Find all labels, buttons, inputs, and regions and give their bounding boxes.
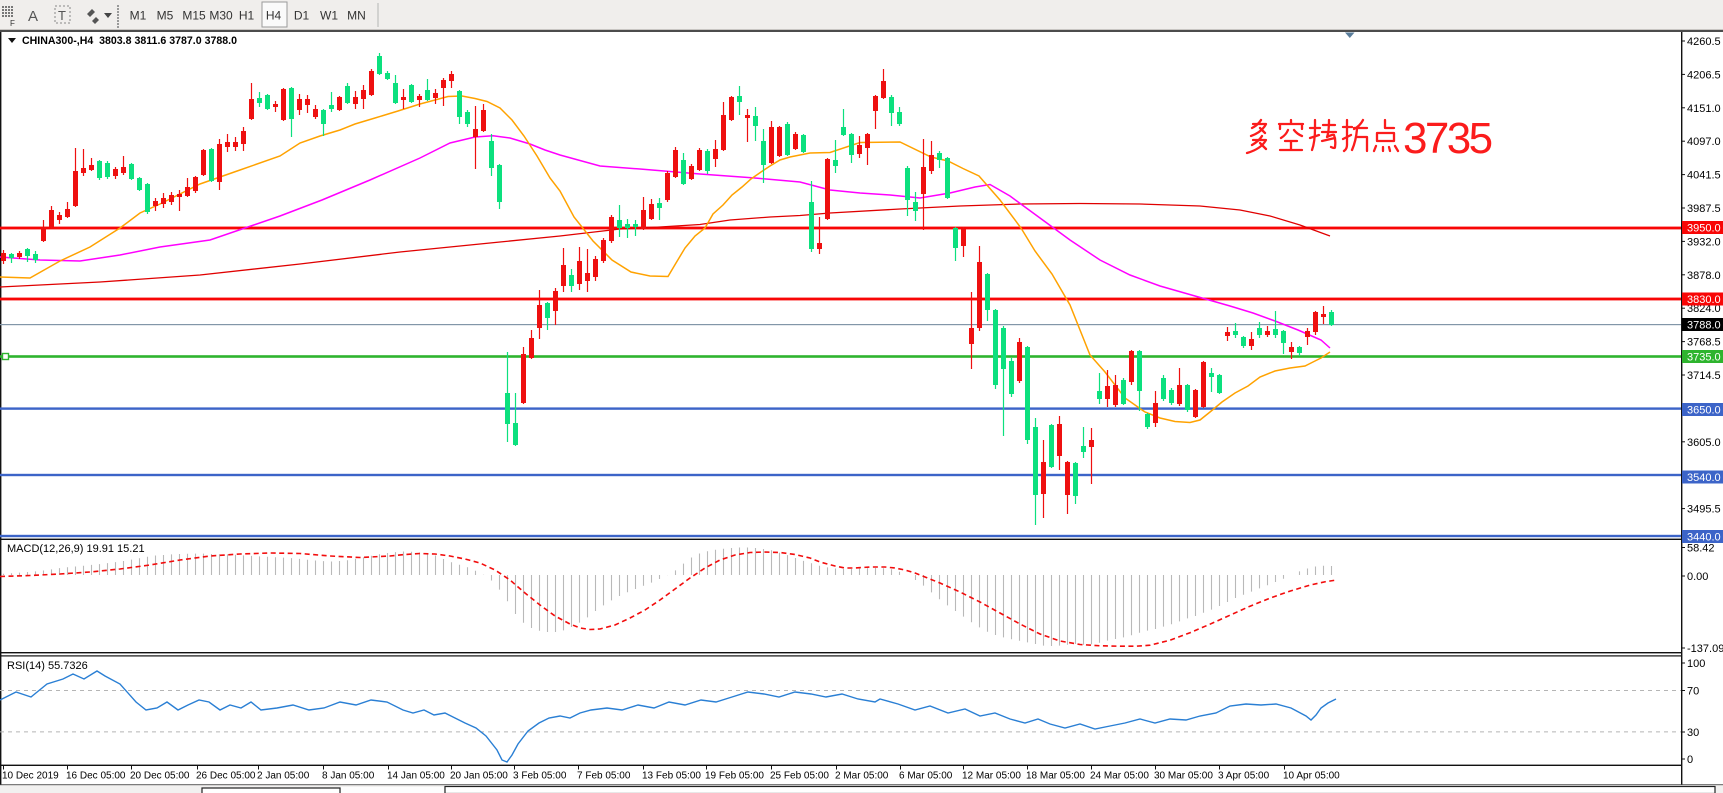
svg-text:3605.0: 3605.0 xyxy=(1687,437,1721,449)
svg-text:20 Dec 05:00: 20 Dec 05:00 xyxy=(130,771,190,782)
svg-text:3440.0: 3440.0 xyxy=(1687,532,1721,544)
svg-text:8 Jan 05:00: 8 Jan 05:00 xyxy=(322,771,375,782)
svg-text:24 Mar 05:00: 24 Mar 05:00 xyxy=(1090,771,1149,782)
svg-text:12 Mar 05:00: 12 Mar 05:00 xyxy=(962,771,1021,782)
svg-text:0: 0 xyxy=(1687,754,1693,766)
svg-text:3824.0: 3824.0 xyxy=(1687,303,1721,315)
svg-text:4206.5: 4206.5 xyxy=(1687,69,1721,81)
svg-text:100: 100 xyxy=(1687,658,1705,670)
svg-text:10 Apr 05:00: 10 Apr 05:00 xyxy=(1283,771,1340,782)
svg-text:M5: M5 xyxy=(157,9,174,23)
svg-text:3830.0: 3830.0 xyxy=(1687,294,1721,306)
svg-text:H4: H4 xyxy=(266,9,282,23)
svg-text:4260.5: 4260.5 xyxy=(1687,36,1721,48)
svg-text:M30: M30 xyxy=(209,9,233,23)
svg-text:18 Mar 05:00: 18 Mar 05:00 xyxy=(1026,771,1085,782)
svg-text:6 Mar 05:00: 6 Mar 05:00 xyxy=(899,771,953,782)
svg-text:3987.5: 3987.5 xyxy=(1687,203,1721,215)
svg-text:3950.0: 3950.0 xyxy=(1687,223,1721,235)
svg-text:T: T xyxy=(58,8,66,23)
svg-text:3768.5: 3768.5 xyxy=(1687,337,1721,349)
svg-text:MACD(12,26,9) 19.91 15.21: MACD(12,26,9) 19.91 15.21 xyxy=(7,543,145,555)
svg-text:3788.0: 3788.0 xyxy=(1687,320,1721,332)
svg-text:CHINA300-,H4 3803.8 3811.6 37: CHINA300-,H4 3803.8 3811.6 3787.0 3788.0 xyxy=(22,35,237,47)
svg-text:A: A xyxy=(28,8,38,25)
svg-text:13 Feb 05:00: 13 Feb 05:00 xyxy=(642,771,701,782)
svg-text:2 Mar 05:00: 2 Mar 05:00 xyxy=(835,771,889,782)
svg-text:26 Dec 05:00: 26 Dec 05:00 xyxy=(196,771,256,782)
svg-text:0.00: 0.00 xyxy=(1687,571,1708,583)
svg-text:-137.09: -137.09 xyxy=(1687,643,1723,655)
svg-text:3 Feb 05:00: 3 Feb 05:00 xyxy=(513,771,567,782)
svg-text:7 Feb 05:00: 7 Feb 05:00 xyxy=(577,771,631,782)
svg-text:16 Dec 05:00: 16 Dec 05:00 xyxy=(66,771,126,782)
svg-text:D1: D1 xyxy=(294,9,310,23)
svg-text:H1: H1 xyxy=(239,9,255,23)
svg-text:F: F xyxy=(10,19,15,28)
svg-text:4151.0: 4151.0 xyxy=(1687,103,1721,115)
svg-text:70: 70 xyxy=(1687,686,1699,698)
svg-text:10 Dec 2019: 10 Dec 2019 xyxy=(2,771,59,782)
svg-text:M1: M1 xyxy=(130,9,147,23)
svg-text:20 Jan 05:00: 20 Jan 05:00 xyxy=(450,771,508,782)
svg-text:MN: MN xyxy=(347,9,366,23)
svg-text:19 Feb 05:00: 19 Feb 05:00 xyxy=(705,771,764,782)
svg-text:3714.5: 3714.5 xyxy=(1687,370,1721,382)
svg-text:4041.5: 4041.5 xyxy=(1687,170,1721,182)
svg-text:14 Jan 05:00: 14 Jan 05:00 xyxy=(387,771,445,782)
svg-text:2 Jan 05:00: 2 Jan 05:00 xyxy=(257,771,310,782)
svg-text:3932.0: 3932.0 xyxy=(1687,236,1721,248)
svg-text:3878.0: 3878.0 xyxy=(1687,270,1721,282)
svg-text:W1: W1 xyxy=(320,9,338,23)
svg-text:30 Mar 05:00: 30 Mar 05:00 xyxy=(1154,771,1213,782)
svg-text:30: 30 xyxy=(1687,727,1699,739)
svg-text:3735: 3735 xyxy=(1403,114,1492,163)
svg-text:3 Apr 05:00: 3 Apr 05:00 xyxy=(1218,771,1270,782)
svg-text:58.42: 58.42 xyxy=(1687,543,1715,555)
svg-text:3735.0: 3735.0 xyxy=(1687,352,1721,364)
svg-text:4097.0: 4097.0 xyxy=(1687,136,1721,148)
svg-text:3540.0: 3540.0 xyxy=(1687,472,1721,484)
svg-text:3650.0: 3650.0 xyxy=(1687,405,1721,417)
svg-text:M15: M15 xyxy=(182,9,206,23)
svg-text:RSI(14) 55.7326: RSI(14) 55.7326 xyxy=(7,660,88,672)
svg-text:25 Feb 05:00: 25 Feb 05:00 xyxy=(770,771,829,782)
svg-text:3495.5: 3495.5 xyxy=(1687,504,1721,516)
